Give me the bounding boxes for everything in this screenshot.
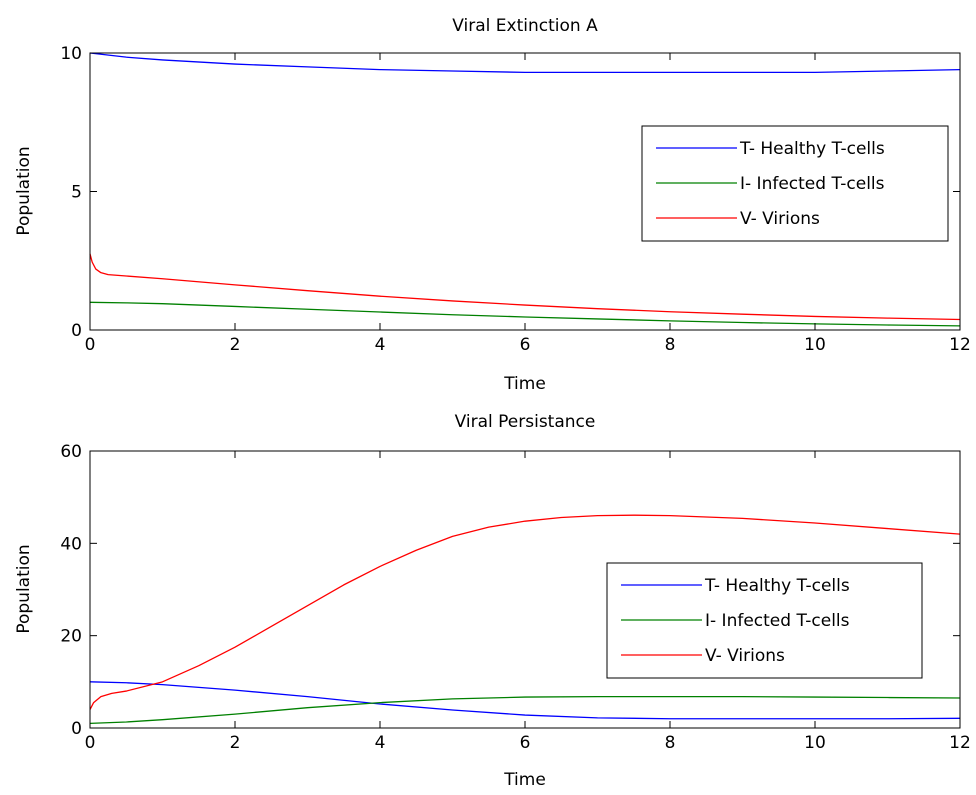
x-tick-label: 2 (230, 335, 241, 355)
plot-frame (89, 450, 961, 729)
x-tick-label: 8 (665, 733, 676, 753)
y-tick-label: 0 (71, 719, 82, 739)
plot-frame (89, 52, 961, 331)
legend: T- Healthy T-cells I- Infected T-cells V- … (641, 125, 949, 242)
y-tick-label: 60 (60, 442, 82, 462)
y-tick-label: 40 (60, 534, 82, 554)
series-lines (89, 52, 961, 327)
x-tick-label: 10 (804, 733, 826, 753)
series-lines (89, 514, 961, 725)
series-line-1 (89, 681, 961, 720)
y-axis-label: Population (14, 146, 34, 235)
subplot-viral-persistance: Viral Persistance Time Population 0 2 4 6 8 1… (14, 412, 971, 790)
y-tick-label: 10 (60, 44, 82, 64)
x-tick-label: 12 (949, 335, 971, 355)
x-tick-label: 0 (85, 733, 96, 753)
y-axis-label: Population (14, 544, 34, 633)
x-tick-label: 0 (85, 335, 96, 355)
y-tick-label: 5 (71, 183, 82, 203)
x-tick-label: 8 (665, 335, 676, 355)
x-tick-label: 6 (520, 733, 531, 753)
legend-label: I- Infected T-cells (740, 174, 885, 194)
x-tick-label: 4 (375, 335, 386, 355)
series-line-2 (89, 695, 961, 725)
x-tick-label: 6 (520, 335, 531, 355)
subplot-viral-extinction: Viral Extinction A Time Population 0 2 4 6 8… (14, 16, 971, 394)
x-tick-label: 10 (804, 335, 826, 355)
legend-label: I- Infected T-cells (705, 611, 850, 631)
y-tick-label: 20 (60, 627, 82, 647)
x-tick-label: 12 (949, 733, 971, 753)
chart-title: Viral Extinction A (452, 16, 598, 36)
legend-label: V- Virions (705, 646, 785, 666)
x-axis-label: Time (503, 374, 546, 394)
y-tick-label: 0 (71, 321, 82, 341)
legend-label: T- Healthy T-cells (704, 576, 850, 596)
x-tick-label: 4 (375, 733, 386, 753)
series-line-3 (89, 514, 961, 710)
axis-ticks: 0 2 4 6 8 10 12 0 20 40 60 (60, 442, 970, 753)
series-line-2 (89, 301, 961, 327)
series-line-1 (89, 52, 961, 74)
x-tick-label: 2 (230, 733, 241, 753)
chart-title: Viral Persistance (455, 412, 596, 432)
legend: T- Healthy T-cells I- Infected T-cells V- … (606, 562, 923, 679)
series-line-3 (89, 253, 961, 321)
legend-label: T- Healthy T-cells (739, 139, 885, 159)
legend-label: V- Virions (740, 209, 820, 229)
x-axis-label: Time (503, 770, 546, 790)
